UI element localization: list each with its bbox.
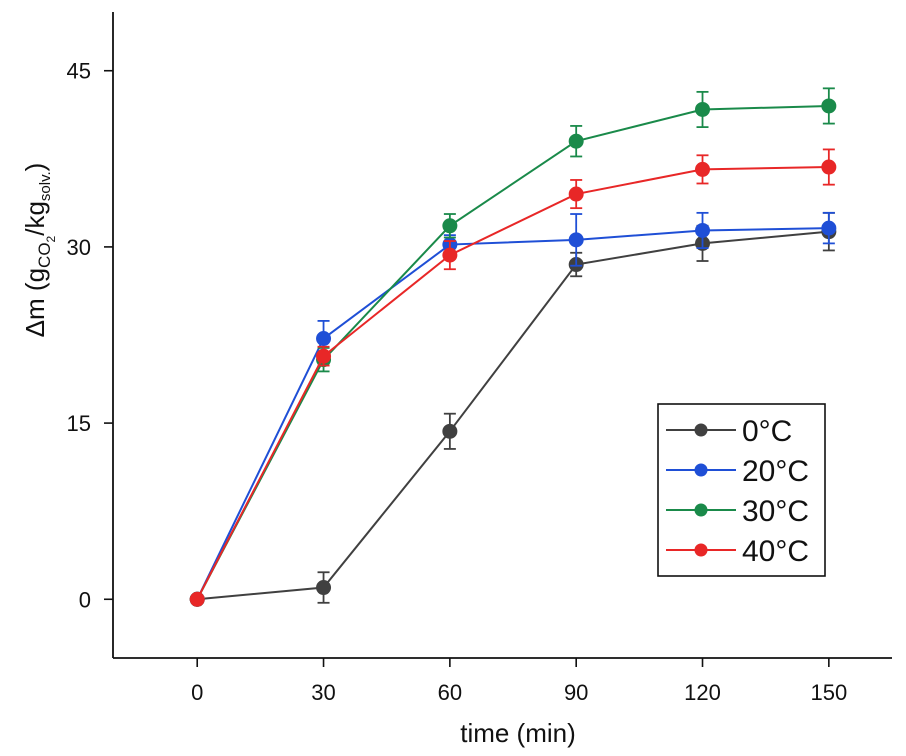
data-point	[821, 220, 837, 236]
y-axis-title-prefix: Δm (g	[20, 268, 50, 337]
y-axis-ticks: 0 15 30 45	[67, 59, 113, 612]
series-line	[196, 227, 829, 600]
x-axis-ticks: 0 30 60 90 120 150	[191, 658, 847, 705]
x-axis-title: time (min)	[460, 718, 576, 748]
legend-swatch-marker	[694, 423, 708, 437]
legend-label: 30°C	[742, 495, 809, 528]
y-axis-title-sub1-sub: 2	[44, 235, 58, 242]
y-axis-title-sub1: CO	[35, 242, 54, 268]
data-point	[316, 348, 332, 364]
x-tick-label: 90	[564, 680, 588, 705]
data-point	[442, 247, 458, 263]
legend-label: 0°C	[742, 415, 792, 448]
legend-swatch-marker	[694, 503, 708, 517]
y-axis-title-sub2: solv.	[37, 171, 54, 201]
legend-label: 20°C	[742, 455, 809, 488]
x-tick-label: 30	[311, 680, 335, 705]
data-point	[442, 218, 458, 234]
data-point	[695, 161, 711, 177]
y-tick-label: 45	[67, 59, 91, 84]
data-point	[821, 98, 837, 114]
series-layer	[189, 87, 837, 607]
legend-item: 0°C	[666, 415, 792, 448]
data-point	[442, 423, 458, 439]
legend-swatch-marker	[694, 543, 708, 557]
data-point	[695, 101, 711, 117]
legend-label: 40°C	[742, 535, 809, 568]
axes	[112, 12, 892, 659]
x-tick-label: 120	[684, 680, 721, 705]
series-line	[196, 166, 829, 600]
data-point	[568, 186, 584, 202]
y-tick-label: 30	[67, 235, 91, 260]
data-point	[568, 133, 584, 149]
series-40C	[189, 148, 837, 607]
legend-swatch-marker	[694, 463, 708, 477]
data-point	[316, 580, 332, 596]
data-point	[821, 159, 837, 175]
series-line	[196, 104, 829, 600]
data-point	[568, 232, 584, 248]
legend: 0°C 20°C 30°C 40°C	[657, 403, 826, 577]
x-tick-label: 150	[810, 680, 847, 705]
legend-item: 30°C	[666, 495, 809, 528]
legend-box	[657, 403, 826, 577]
series-line	[197, 230, 829, 601]
legend-item: 20°C	[666, 455, 809, 488]
y-axis-title-mid: /kg	[20, 201, 50, 236]
y-axis-title: Δm (gCO2/kgsolv.)	[20, 163, 58, 338]
x-tick-label: 0	[191, 680, 203, 705]
x-tick-label: 60	[438, 680, 462, 705]
data-point	[189, 591, 205, 607]
legend-item: 40°C	[666, 535, 809, 568]
y-axis-title-suffix: )	[20, 163, 50, 172]
y-tick-label: 0	[79, 587, 91, 612]
data-point	[316, 331, 332, 347]
y-tick-label: 15	[67, 411, 91, 436]
data-point	[695, 222, 711, 238]
